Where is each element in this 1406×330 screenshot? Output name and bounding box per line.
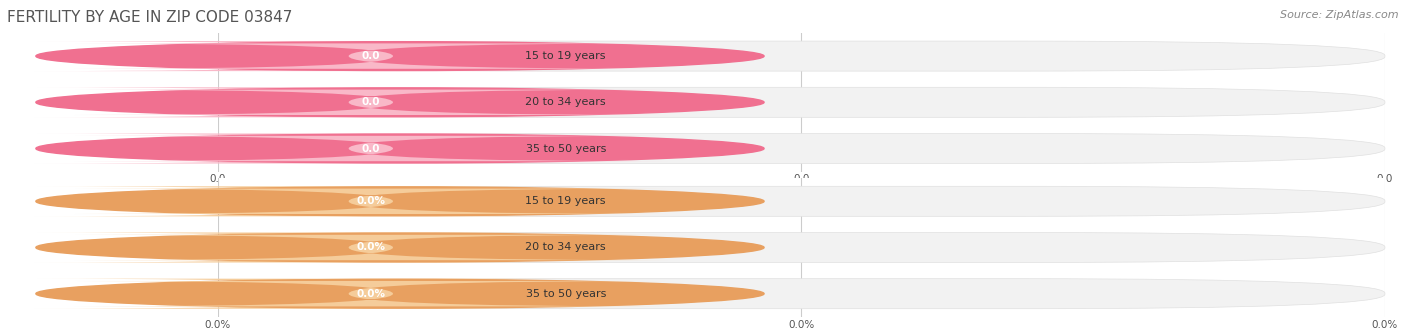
FancyBboxPatch shape (75, 136, 668, 161)
Circle shape (37, 42, 763, 71)
Text: 0.0: 0.0 (361, 97, 380, 107)
Circle shape (37, 279, 763, 308)
FancyBboxPatch shape (218, 279, 1385, 309)
FancyBboxPatch shape (75, 235, 668, 260)
FancyBboxPatch shape (35, 41, 582, 71)
Circle shape (37, 187, 763, 216)
Circle shape (37, 134, 763, 163)
Text: 0.0%: 0.0% (356, 289, 385, 299)
FancyBboxPatch shape (35, 186, 582, 216)
FancyBboxPatch shape (218, 87, 1385, 117)
FancyBboxPatch shape (35, 232, 582, 263)
FancyBboxPatch shape (218, 41, 1385, 71)
FancyBboxPatch shape (35, 134, 582, 163)
Text: 20 to 34 years: 20 to 34 years (526, 243, 606, 252)
FancyBboxPatch shape (75, 44, 668, 69)
Text: 35 to 50 years: 35 to 50 years (526, 289, 606, 299)
FancyBboxPatch shape (75, 281, 668, 306)
Text: FERTILITY BY AGE IN ZIP CODE 03847: FERTILITY BY AGE IN ZIP CODE 03847 (7, 10, 292, 25)
FancyBboxPatch shape (218, 186, 1385, 216)
Text: 15 to 19 years: 15 to 19 years (526, 196, 606, 206)
FancyBboxPatch shape (218, 232, 1385, 263)
FancyBboxPatch shape (75, 90, 668, 115)
Text: 15 to 19 years: 15 to 19 years (526, 51, 606, 61)
Text: 20 to 34 years: 20 to 34 years (526, 97, 606, 107)
FancyBboxPatch shape (35, 279, 582, 309)
Text: 0.0: 0.0 (361, 144, 380, 153)
Text: 0.0%: 0.0% (356, 243, 385, 252)
Text: 35 to 50 years: 35 to 50 years (526, 144, 606, 153)
Text: 0.0%: 0.0% (356, 196, 385, 206)
Circle shape (37, 88, 763, 117)
FancyBboxPatch shape (218, 134, 1385, 163)
FancyBboxPatch shape (35, 87, 582, 117)
Text: 0.0: 0.0 (361, 51, 380, 61)
FancyBboxPatch shape (75, 189, 668, 214)
Text: Source: ZipAtlas.com: Source: ZipAtlas.com (1281, 10, 1399, 20)
Circle shape (37, 233, 763, 262)
